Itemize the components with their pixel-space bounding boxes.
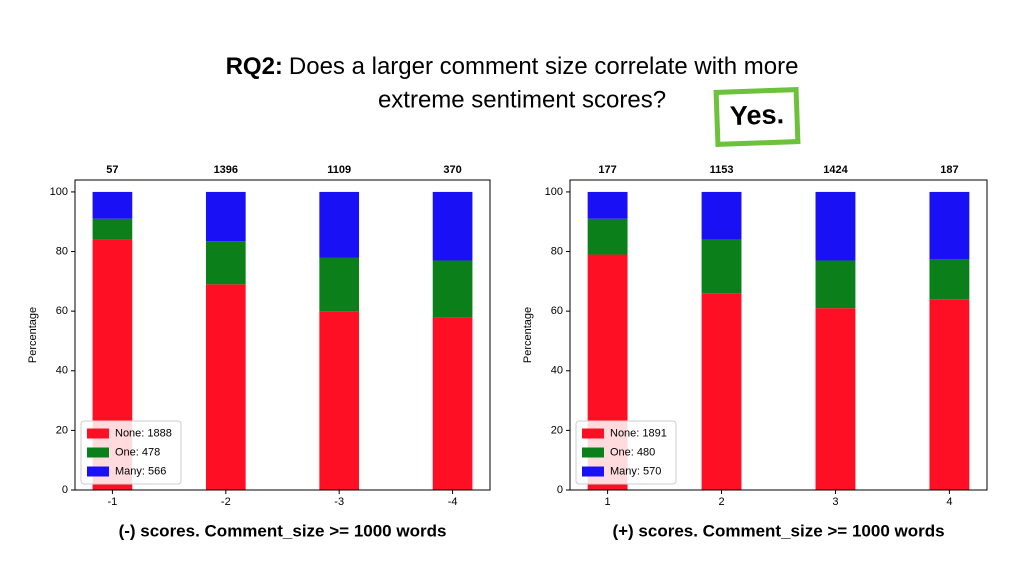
bar-label: 187 (940, 164, 958, 176)
legend-swatch (87, 428, 109, 439)
bar-segment (205, 191, 246, 242)
y-tick-label: 60 (551, 305, 563, 317)
title-question-2: extreme sentiment scores? (378, 86, 666, 113)
bar-segment (587, 191, 628, 219)
caption: (+) scores. Comment_size >= 1000 words (612, 521, 944, 540)
x-tick-label: -4 (448, 496, 458, 508)
x-tick-label: 2 (718, 496, 724, 508)
bar-label: 177 (598, 164, 616, 176)
axes-frame (569, 179, 988, 491)
bar-label: 1109 (327, 164, 351, 176)
legend-swatch (582, 447, 604, 458)
legend-text: Many: 570 (610, 465, 661, 477)
y-tick-label: 40 (56, 365, 68, 377)
bar-label: 1424 (823, 164, 848, 176)
bar-segment (432, 191, 473, 261)
y-tick-label: 60 (56, 305, 68, 317)
bar-segment (815, 191, 856, 261)
bar-segment (319, 257, 360, 312)
title-question: Does a larger comment size correlate wit… (289, 53, 799, 80)
x-tick-label: 3 (832, 496, 838, 508)
bar-segment (929, 299, 970, 490)
legend-swatch (582, 428, 604, 439)
axes-frame (74, 179, 491, 491)
bar-label: 1396 (214, 164, 238, 176)
bar-segment (587, 218, 628, 255)
bar-segment (319, 191, 360, 258)
bar-segment (815, 260, 856, 309)
y-tick-label: 0 (62, 484, 68, 496)
chart: 1 177 2 1153 3 1424 4 187 0 20 40 60 80 100 Percentage… (522, 164, 988, 540)
answer: Yes. (729, 99, 784, 131)
legend-swatch (87, 447, 109, 458)
title-label: RQ2: (226, 53, 283, 80)
slide-title: RQ2: Does a larger comment size correlate… (226, 53, 799, 80)
chart: -1 57 -2 1396 -3 1109 -4 370 0 20 40 60 80 100 Percent… (27, 164, 491, 540)
bar-segment (929, 258, 970, 300)
y-tick-label: 20 (551, 424, 563, 436)
x-tick-label: -2 (221, 496, 231, 508)
y-axis-label: Percentage (522, 307, 534, 363)
bar-segment (92, 191, 133, 219)
caption: (-) scores. Comment_size >= 1000 words (119, 521, 447, 540)
y-axis-label: Percentage (27, 307, 39, 363)
bar-label: 1153 (710, 164, 734, 176)
y-tick-label: 80 (551, 245, 563, 257)
y-tick-label: 100 (545, 186, 563, 198)
y-tick-label: 20 (56, 424, 68, 436)
bar-segment (432, 317, 473, 490)
legend-text: One: 478 (115, 446, 160, 458)
bar-segment (205, 241, 246, 285)
x-tick-label: 1 (605, 496, 611, 508)
bar-segment (701, 191, 742, 240)
bar-segment (701, 293, 742, 490)
bar-label: 370 (443, 164, 461, 176)
y-tick-label: 100 (50, 186, 68, 198)
x-tick-label: -3 (334, 496, 344, 508)
bar-segment (319, 311, 360, 490)
legend-text: One: 480 (610, 446, 655, 458)
legend-swatch (582, 466, 604, 477)
y-tick-label: 80 (56, 245, 68, 257)
x-tick-label: -1 (108, 496, 118, 508)
bar-segment (205, 284, 246, 490)
y-tick-label: 40 (551, 365, 563, 377)
legend-swatch (87, 466, 109, 477)
bar-segment (432, 260, 473, 318)
x-tick-label: 4 (946, 496, 952, 508)
legend-text: None: 1891 (610, 427, 667, 439)
legend-text: None: 1888 (115, 427, 172, 439)
bar-segment (815, 308, 856, 490)
answer-stamp: Yes. (713, 87, 801, 147)
bar-label: 57 (106, 164, 118, 176)
bar-segment (929, 191, 970, 259)
legend-text: Many: 566 (115, 465, 166, 477)
stamp-border (713, 87, 801, 147)
y-tick-label: 0 (557, 484, 563, 496)
bar-segment (92, 218, 133, 240)
bar-segment (701, 239, 742, 294)
